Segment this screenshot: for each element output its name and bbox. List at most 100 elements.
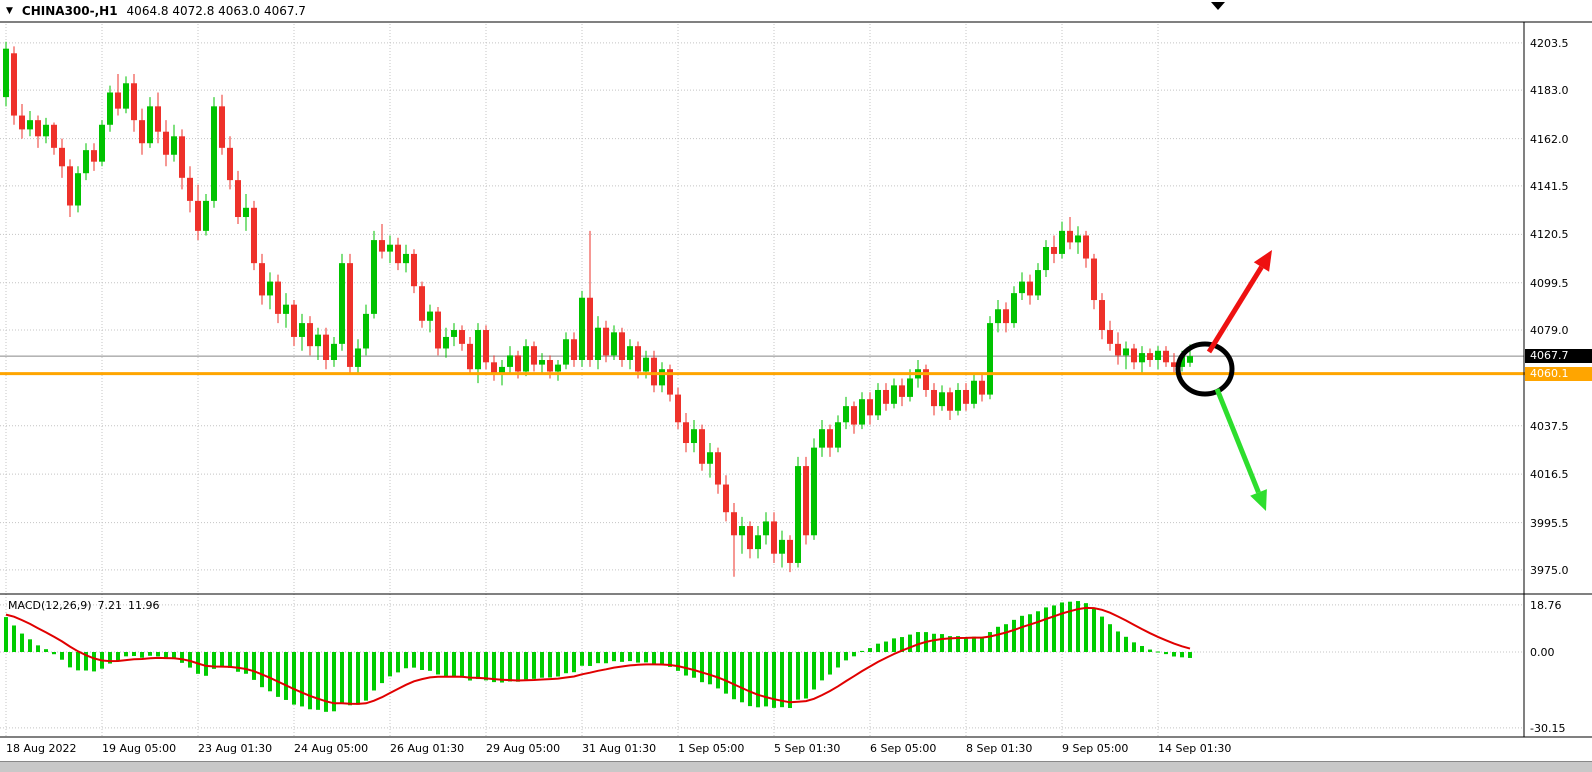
macd-bar bbox=[724, 652, 728, 694]
macd-bar bbox=[20, 633, 24, 652]
candle-body bbox=[203, 200, 209, 231]
candle-down bbox=[747, 521, 753, 559]
candle-down bbox=[115, 74, 121, 116]
candle-body bbox=[307, 323, 313, 347]
macd-bar bbox=[868, 648, 872, 652]
macd-bar bbox=[388, 652, 392, 677]
candle-body bbox=[803, 466, 809, 536]
candle-body bbox=[67, 166, 73, 206]
candle-down bbox=[923, 364, 929, 397]
candle-body bbox=[627, 346, 633, 361]
candle-body bbox=[339, 263, 345, 344]
candle-up bbox=[539, 353, 545, 374]
candle-down bbox=[1099, 293, 1105, 340]
candle-up bbox=[371, 230, 377, 319]
candle-body bbox=[763, 521, 769, 536]
macd-bar bbox=[236, 652, 240, 672]
macd-bar bbox=[796, 652, 800, 700]
candle-down bbox=[379, 223, 385, 259]
candle-body bbox=[819, 429, 825, 448]
candle-body bbox=[1043, 247, 1049, 271]
macd-bar bbox=[396, 652, 400, 673]
candle-up bbox=[1155, 346, 1161, 370]
macd-bar bbox=[252, 652, 256, 680]
candle-body bbox=[1171, 362, 1177, 367]
candle-up bbox=[1019, 272, 1025, 301]
candle-up bbox=[995, 300, 1001, 333]
candle-body bbox=[275, 281, 281, 314]
candle-body bbox=[51, 124, 57, 148]
candle-down bbox=[291, 300, 297, 347]
candle-body bbox=[779, 539, 785, 554]
candle-body bbox=[139, 120, 145, 144]
macd-bar bbox=[684, 652, 688, 676]
candle-up bbox=[835, 415, 841, 453]
macd-bar bbox=[956, 636, 960, 652]
candle-body bbox=[723, 484, 729, 513]
bearish-arrow[interactable] bbox=[1214, 388, 1267, 511]
macd-bar bbox=[804, 652, 808, 699]
candle-up bbox=[299, 313, 305, 351]
candle-up bbox=[843, 396, 849, 430]
candle-up bbox=[267, 272, 273, 310]
macd-bar bbox=[1116, 631, 1120, 652]
macd-bar bbox=[1092, 608, 1096, 652]
macd-bar bbox=[516, 652, 520, 682]
macd-bar bbox=[308, 652, 312, 710]
candle-up bbox=[795, 456, 801, 568]
candle-body bbox=[171, 136, 177, 155]
bullish-arrow-shaft bbox=[1206, 265, 1264, 354]
candle-body bbox=[411, 253, 417, 287]
candle-down bbox=[483, 325, 489, 370]
macd-bar bbox=[348, 652, 352, 706]
candle-down bbox=[731, 502, 737, 577]
symbol-dropdown-icon[interactable]: ▼ bbox=[6, 5, 13, 16]
candle-body bbox=[1139, 353, 1145, 363]
window-bottom-strip bbox=[0, 761, 1592, 772]
macd-bar bbox=[988, 632, 992, 652]
candle-body bbox=[227, 147, 233, 181]
candle-down bbox=[35, 115, 41, 148]
current-price-badge: 4067.7 bbox=[1525, 349, 1592, 364]
candle-body bbox=[291, 304, 297, 337]
candle-down bbox=[195, 184, 201, 241]
candle-up bbox=[811, 438, 817, 540]
candle-up bbox=[1035, 263, 1041, 301]
macd-bar bbox=[124, 652, 128, 657]
candle-up bbox=[331, 336, 337, 367]
candle-down bbox=[979, 373, 985, 402]
highlight-circle[interactable] bbox=[1175, 341, 1235, 397]
macd-bar bbox=[116, 652, 120, 661]
candle-body bbox=[731, 512, 737, 536]
candle-down bbox=[899, 378, 905, 407]
macd-bar bbox=[1164, 652, 1168, 655]
candle-body bbox=[587, 297, 593, 361]
macd-bar bbox=[980, 637, 984, 652]
candle-up bbox=[691, 419, 697, 453]
candle-body bbox=[635, 346, 641, 372]
candle-body bbox=[691, 429, 697, 444]
candle-down bbox=[963, 383, 969, 411]
bullish-arrow[interactable] bbox=[1206, 250, 1272, 354]
candle-body bbox=[1011, 293, 1017, 324]
candle-body bbox=[1107, 330, 1113, 344]
macd-bar bbox=[772, 652, 776, 708]
candle-up bbox=[427, 304, 433, 333]
macd-bar bbox=[452, 652, 456, 677]
macd-bar bbox=[1068, 601, 1072, 652]
macd-bar bbox=[1036, 611, 1040, 652]
candle-body bbox=[1147, 353, 1153, 361]
candle-body bbox=[387, 244, 393, 252]
candle-down bbox=[571, 332, 577, 367]
candle-body bbox=[355, 348, 361, 367]
candle-body bbox=[131, 83, 137, 121]
candle-up bbox=[819, 419, 825, 457]
candle-up bbox=[987, 316, 993, 400]
candle-body bbox=[299, 323, 305, 337]
candle-down bbox=[411, 249, 417, 294]
candle-body bbox=[507, 355, 513, 367]
macd-bar bbox=[68, 652, 72, 668]
candle-down bbox=[51, 122, 57, 155]
